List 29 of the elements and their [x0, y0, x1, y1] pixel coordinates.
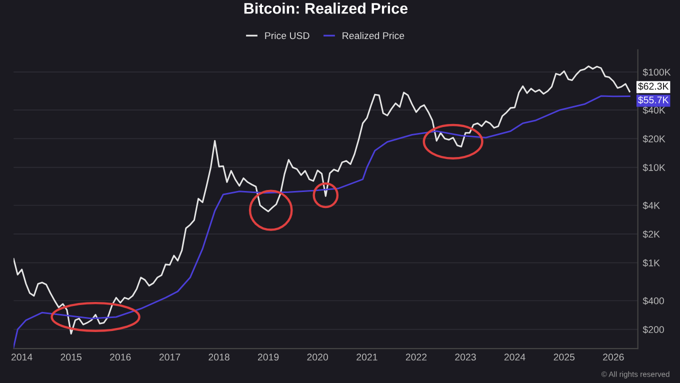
y-tick-label: $1K [642, 259, 660, 267]
x-tick-label: 2023 [455, 354, 476, 361]
y-tick-label: $200 [642, 326, 664, 334]
y-tick-label: $4K [642, 202, 660, 210]
x-tick-label: 2017 [159, 354, 180, 361]
x-tick-label: 2024 [504, 354, 526, 361]
annotation: $55.7K [638, 96, 669, 104]
x-tick-label: 2025 [554, 354, 575, 361]
x-tick-label: 2019 [258, 354, 279, 361]
y-tick-label: $40K [642, 106, 666, 114]
x-tick-label: 2018 [208, 354, 230, 361]
y-tick-label: $2K [642, 230, 660, 238]
y-tick-label: $10K [642, 164, 666, 172]
y-tick-label: $20K [642, 134, 666, 143]
x-tick-label: 2014 [12, 354, 32, 361]
y-tick-label: $100K [642, 68, 671, 76]
legend-label: Price USD [265, 32, 310, 40]
chart-title: Bitcoin: Realized Price [244, 2, 408, 14]
line-series [14, 65, 630, 335]
legend-label: Realized Price [342, 32, 404, 40]
x-tick-label: 2026 [603, 354, 624, 361]
annotation: $62.3K [638, 82, 669, 90]
line-series [14, 95, 630, 348]
x-tick-label: 2020 [307, 354, 328, 361]
x-tick-label: 2021 [356, 354, 378, 361]
x-tick-label: 2015 [60, 354, 82, 361]
x-tick-label: 2016 [110, 354, 131, 361]
x-tick-label: 2022 [406, 354, 427, 361]
y-tick-label: $400 [642, 297, 664, 305]
